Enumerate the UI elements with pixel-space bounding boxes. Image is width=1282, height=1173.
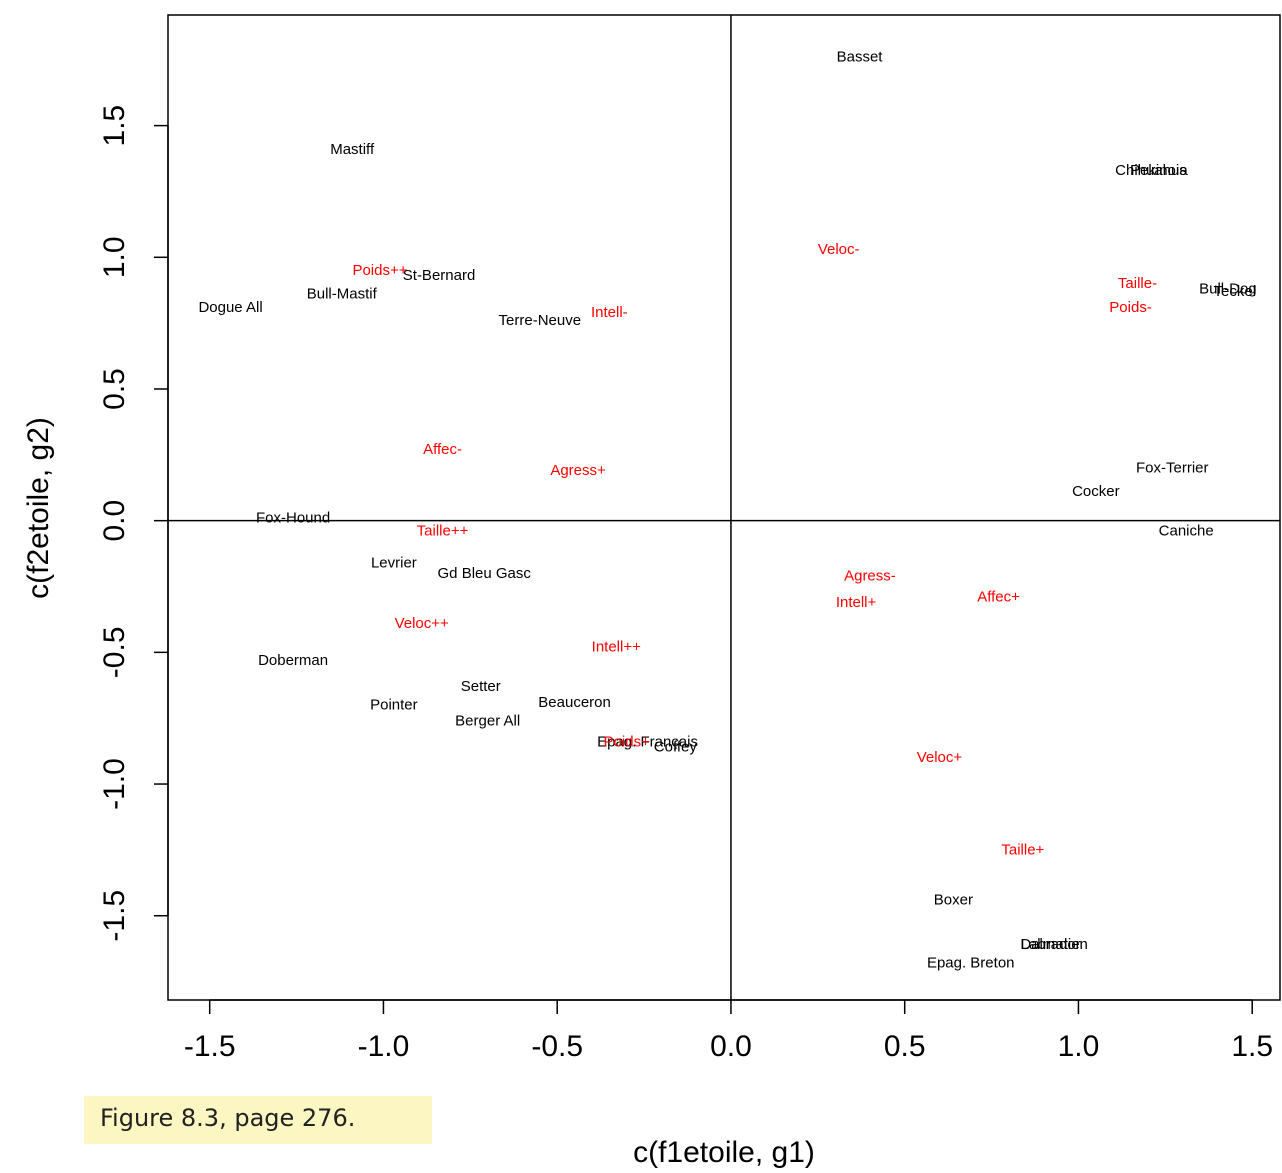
point-label: Boxer xyxy=(934,891,973,908)
point-label: Cocker xyxy=(1072,483,1120,500)
point-label: Pointer xyxy=(370,697,418,714)
point-label: Veloc+ xyxy=(917,749,963,766)
point-label: Taille- xyxy=(1118,275,1157,292)
point-label: Doberman xyxy=(258,652,328,669)
reference-lines xyxy=(168,15,1280,1000)
point-label: Intell- xyxy=(591,304,628,321)
x-tick-label: 1.0 xyxy=(1058,1030,1100,1063)
point-label: Berger All xyxy=(455,712,520,729)
point-label: Beauceron xyxy=(538,694,611,711)
point-label: Basset xyxy=(837,49,884,66)
point-label: Terre-Neuve xyxy=(499,312,582,329)
y-tick-label: 1.5 xyxy=(98,105,131,147)
point-label: Mastiff xyxy=(330,141,375,158)
point-label: Agress+ xyxy=(550,462,606,479)
x-tick-label: -0.5 xyxy=(531,1030,583,1063)
point-label: Veloc- xyxy=(818,241,860,258)
point-label: Levrier xyxy=(371,554,417,571)
point-label: Intell++ xyxy=(592,639,641,656)
point-label: Dogue All xyxy=(198,299,262,316)
y-tick-label: -1.5 xyxy=(98,890,131,942)
point-label: Taille+ xyxy=(1001,841,1044,858)
point-label: Fox-Terrier xyxy=(1136,459,1209,476)
point-label: Poids++ xyxy=(352,262,407,279)
y-tick-label: 1.0 xyxy=(98,236,131,278)
point-label: Agress- xyxy=(844,567,896,584)
point-label: Intell+ xyxy=(836,594,877,611)
point-label: Poids- xyxy=(1109,299,1152,316)
y-tick-label: -1.0 xyxy=(98,758,131,810)
point-label: St-Bernard xyxy=(403,267,476,284)
x-axis-title: c(f1etoile, g1) xyxy=(633,1136,815,1169)
point-label: Setter xyxy=(461,678,501,695)
point-label: Epag. Breton xyxy=(927,955,1015,972)
x-tick-label: -1.0 xyxy=(358,1030,410,1063)
y-tick-label: -0.5 xyxy=(98,627,131,679)
x-tick-label: 1.5 xyxy=(1231,1030,1273,1063)
point-label: Poids+ xyxy=(604,733,651,750)
plot-frame xyxy=(167,14,1281,1001)
x-tick-label: 0.0 xyxy=(710,1030,752,1063)
point-label: Epag. Français xyxy=(597,733,698,750)
point-label: Dalmatien xyxy=(1020,936,1088,953)
point-label: Pekinois xyxy=(1130,162,1187,179)
point-label: Bull-Dog xyxy=(1199,280,1257,297)
point-label: Fox-Hound xyxy=(256,510,330,527)
point-label: Teckel xyxy=(1214,283,1257,300)
point-label: Gd Bleu Gasc xyxy=(438,565,532,582)
point-label: Affec- xyxy=(423,441,462,458)
point-label: Labrador xyxy=(1021,936,1081,953)
point-label: Caniche xyxy=(1159,523,1214,540)
x-axis: -1.5 -1.0 -0.5 0.0 0.5 1.0 1.5 xyxy=(184,999,1273,1063)
x-tick-label: -1.5 xyxy=(184,1030,236,1063)
point-label: Taille++ xyxy=(417,523,469,540)
y-axis: -1.5 -1.0 -0.5 0.0 0.5 1.0 1.5 xyxy=(98,105,169,942)
y-tick-label: 0.5 xyxy=(98,368,131,410)
point-label: Coffey xyxy=(654,739,698,756)
x-tick-label: 0.5 xyxy=(884,1030,926,1063)
point-label: Chihuahua xyxy=(1115,162,1188,179)
point-label: Affec+ xyxy=(977,589,1020,606)
y-axis-title: c(f2etoile, g2) xyxy=(22,417,55,599)
point-label: Bull-Mastif xyxy=(307,286,378,303)
point-label: Veloc++ xyxy=(395,615,449,632)
figure-caption: Figure 8.3, page 276. xyxy=(84,1096,432,1144)
y-tick-label: 0.0 xyxy=(98,500,131,542)
